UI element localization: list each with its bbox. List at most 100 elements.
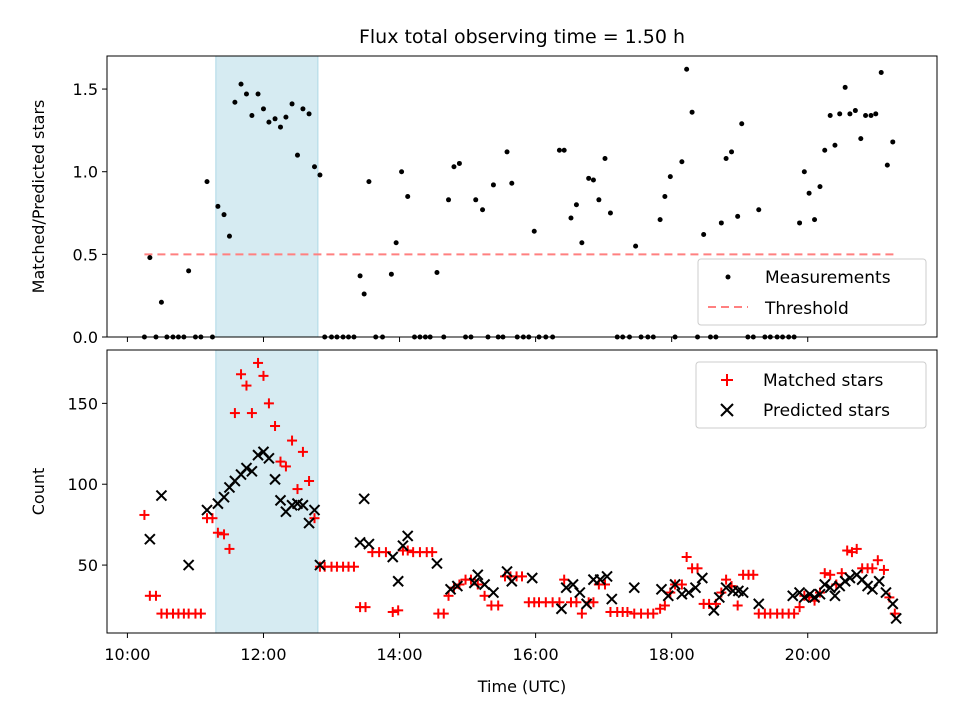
measurement-point — [868, 113, 874, 119]
measurement-point — [657, 217, 663, 223]
predicted-star-point — [560, 582, 572, 594]
measurement-point — [434, 270, 440, 276]
measurement-point — [249, 113, 255, 119]
predicted-star-point — [669, 578, 681, 591]
x-tick-label: 16:00 — [513, 645, 559, 664]
measurement-point — [812, 217, 818, 223]
y-axis-label: Matched/Predicted stars — [29, 100, 48, 294]
predicted-star-point — [431, 557, 443, 570]
matched-stars-points — [139, 357, 900, 619]
matched-star-point — [393, 605, 404, 616]
predicted-star-point — [720, 582, 732, 594]
predicted-star-point — [628, 582, 640, 594]
measurement-point — [306, 111, 312, 117]
matched-star-point — [241, 380, 252, 391]
predicted-star-point — [444, 583, 457, 596]
predicted-star-point — [814, 588, 826, 600]
measurement-point — [388, 271, 394, 277]
measurement-point — [366, 179, 372, 185]
legend-predicted-marker — [720, 403, 734, 417]
y-axis-ticks: 0.0 0.5 1.0 1.5 — [73, 80, 107, 347]
measurement-point — [556, 147, 562, 153]
matched-star-point — [872, 555, 883, 566]
predicted-star-point — [297, 499, 309, 511]
measurement-point — [602, 155, 608, 161]
matched-star-point — [878, 564, 889, 575]
ratio-panel: Flux total observing time = 1.50 h 0.00.… — [29, 26, 938, 347]
matched-star-point — [387, 606, 398, 617]
matched-star-point — [360, 602, 371, 613]
measurement-point — [723, 155, 729, 161]
measurement-point — [679, 159, 685, 165]
predicted-star-point — [737, 586, 749, 599]
matched-star-point — [236, 369, 247, 380]
matched-star-point — [559, 574, 570, 585]
measurement-point — [289, 101, 295, 107]
measurement-point — [490, 182, 496, 188]
predicted-star-point — [526, 572, 538, 584]
legend-top: Measurements Threshold — [697, 258, 927, 326]
matched-star-point — [304, 475, 315, 486]
matched-star-point — [275, 456, 286, 467]
predicted-star-point — [819, 578, 831, 591]
measurement-point — [579, 240, 585, 246]
measurement-point — [633, 243, 639, 249]
predicted-star-point — [689, 582, 702, 594]
x-tick-label: 20:00 — [785, 645, 831, 664]
matched-star-point — [150, 590, 161, 601]
measurement-point — [667, 174, 673, 180]
measurement-point — [756, 207, 762, 213]
predicted-star-point — [274, 494, 287, 507]
measurement-point — [272, 116, 278, 122]
matched-star-point — [794, 602, 805, 613]
matched-star-point — [224, 543, 235, 554]
x-axis-ticks: 10:00 12:00 14:00 16:00 18:00 20:00 — [104, 633, 831, 664]
matched-star-point — [246, 408, 257, 419]
predicted-star-point — [387, 551, 399, 563]
measurement-point — [797, 220, 803, 226]
axes-frame — [106, 55, 938, 338]
measurement-point — [662, 194, 668, 199]
measurement-point — [312, 164, 317, 170]
predicted-star-point — [468, 577, 481, 589]
y-tick-label: 0.0 — [73, 328, 98, 347]
matched-star-point — [748, 569, 759, 580]
measurement-point — [446, 197, 452, 203]
matched-star-point — [219, 529, 230, 540]
matched-star-point — [659, 600, 670, 611]
measurement-point — [451, 164, 457, 170]
predicted-stars-points — [144, 446, 902, 625]
predicted-star-point — [824, 582, 836, 594]
predicted-star-point — [155, 489, 168, 502]
matched-star-point — [721, 574, 732, 585]
predicted-star-point — [580, 598, 593, 610]
x-axis-ticks — [126, 337, 809, 342]
predicted-star-point — [887, 598, 899, 610]
matched-star-point — [517, 571, 527, 582]
predicted-star-point — [478, 578, 491, 591]
measurement-point — [735, 213, 741, 219]
measurement-point — [718, 220, 724, 226]
matched-star-point — [676, 579, 687, 590]
chart-title: Flux total observing time = 1.50 h — [359, 26, 685, 48]
matched-star-point — [258, 370, 269, 381]
matched-star-point — [648, 608, 659, 619]
predicted-star-point — [676, 588, 688, 600]
measurement-point — [473, 197, 479, 203]
measurement-point — [221, 212, 227, 218]
measurement-point — [186, 268, 192, 274]
measurement-point — [204, 179, 210, 185]
matched-star-point — [263, 398, 274, 409]
matched-star-point — [571, 597, 582, 608]
measurement-point — [147, 255, 153, 261]
predicted-star-point — [601, 570, 613, 583]
measurement-point — [215, 203, 221, 209]
measurement-point — [480, 207, 486, 213]
y-tick-label: 50 — [78, 556, 98, 575]
x-tick-label: 14:00 — [376, 645, 422, 664]
matched-star-point — [819, 568, 830, 579]
legend-matched-label: Matched stars — [763, 371, 883, 391]
measurement-point — [739, 121, 745, 127]
measurement-point — [158, 299, 164, 305]
